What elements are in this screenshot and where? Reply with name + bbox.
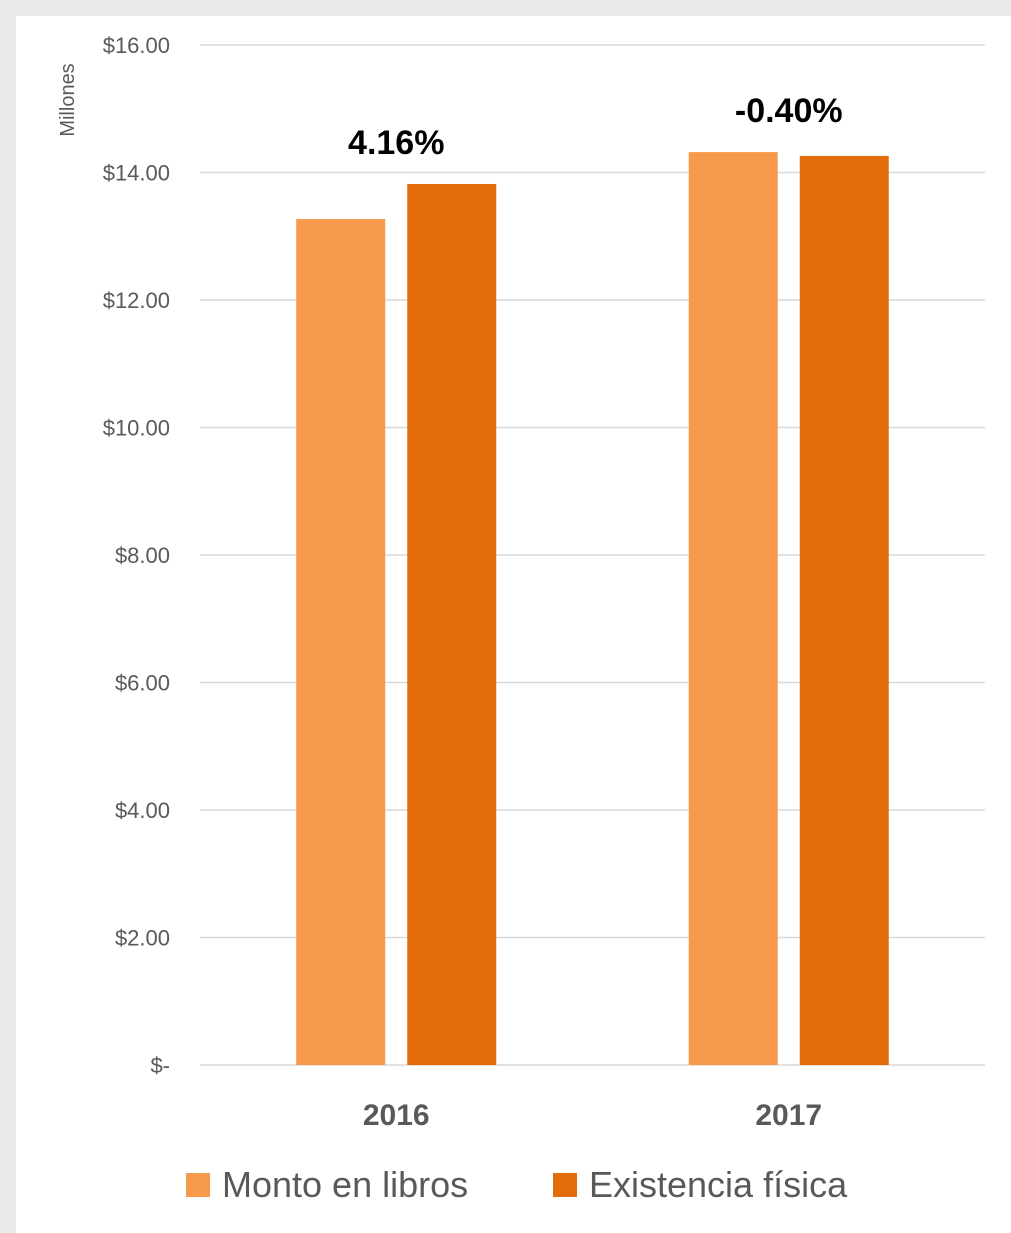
category-label: 2016 <box>363 1099 430 1132</box>
category-label: 2017 <box>755 1099 822 1132</box>
bar-chart: Millones $- $2.00 $4.00 $6.00 $8.00 $10.00 $12… <box>57 33 985 1205</box>
y-tick-label: $- <box>150 1053 170 1078</box>
legend-swatch <box>553 1173 577 1197</box>
legend-swatch <box>186 1173 210 1197</box>
bars <box>296 152 889 1066</box>
y-axis-label: Millones <box>57 63 79 136</box>
y-tick-label: $8.00 <box>115 543 170 568</box>
legend: Monto en libros Existencia física <box>186 1164 848 1205</box>
y-tick-label: $16.00 <box>103 33 170 58</box>
legend-label: Monto en libros <box>222 1164 468 1205</box>
x-axis-categories: 2016 2017 <box>363 1099 822 1132</box>
chart-panel: Millones $- $2.00 $4.00 $6.00 $8.00 $10.00 $12… <box>16 16 1011 1233</box>
y-tick-label: $14.00 <box>103 161 170 186</box>
bar-existencia-f-sica-2016 <box>407 183 497 1066</box>
y-tick-label: $12.00 <box>103 288 170 313</box>
bar-monto-en-libros-2016 <box>296 219 386 1066</box>
y-tick-label: $10.00 <box>103 416 170 441</box>
y-tick-label: $4.00 <box>115 798 170 823</box>
bar-existencia-f-sica-2017 <box>799 155 889 1066</box>
y-tick-label: $2.00 <box>115 926 170 951</box>
legend-label: Existencia física <box>589 1164 848 1205</box>
bar-monto-en-libros-2017 <box>688 152 778 1066</box>
percent-change-label: 4.16% <box>348 124 444 162</box>
percent-change-label: -0.40% <box>735 92 843 130</box>
y-tick-label: $6.00 <box>115 671 170 696</box>
y-axis-ticks: $- $2.00 $4.00 $6.00 $8.00 $10.00 $12.00 $14.00… <box>103 33 170 1078</box>
annotations: 4.16% -0.40% <box>348 92 843 162</box>
